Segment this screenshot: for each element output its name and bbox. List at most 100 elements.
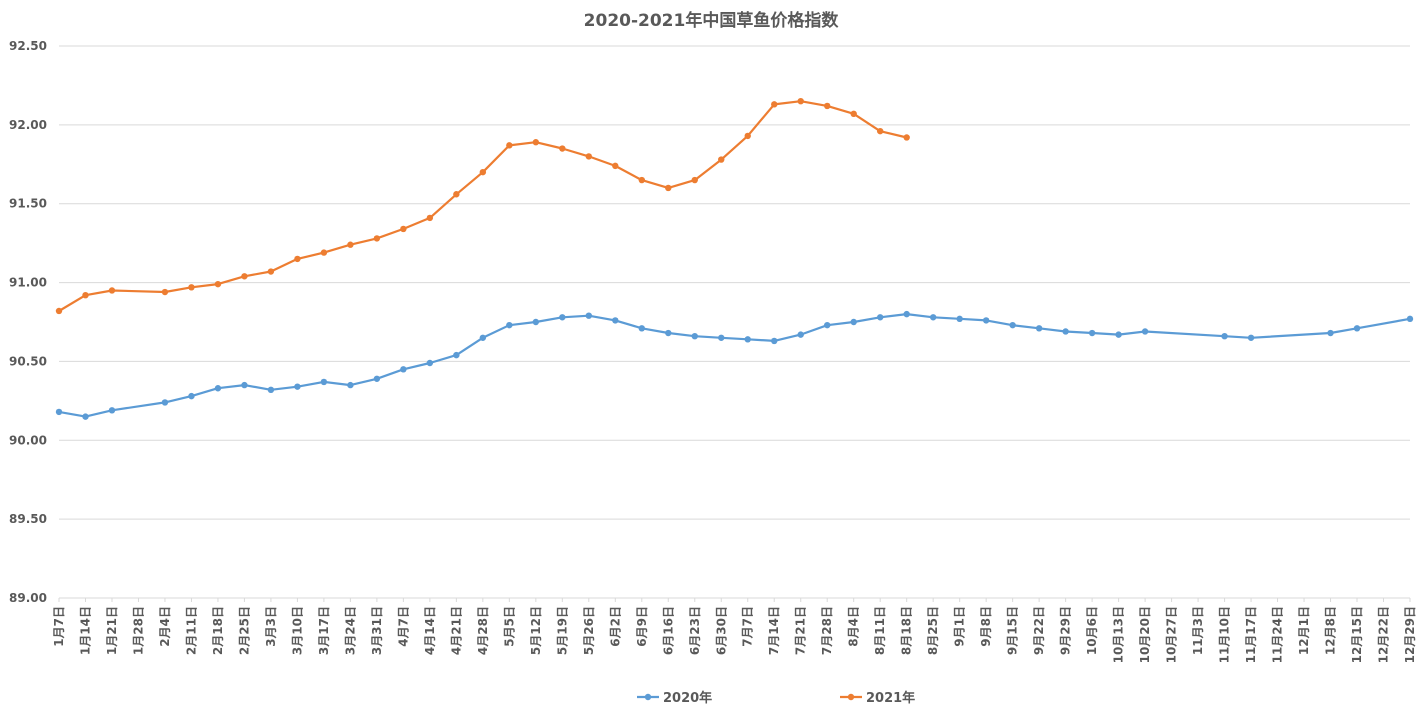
data-point[interactable] xyxy=(55,408,63,416)
data-point[interactable] xyxy=(320,378,328,386)
data-point[interactable] xyxy=(718,156,725,163)
legend-label: 2020年 xyxy=(663,690,712,706)
data-point[interactable] xyxy=(744,336,751,343)
x-tick-label: 10月13日 xyxy=(1112,606,1126,663)
data-point[interactable] xyxy=(691,176,698,184)
data-point[interactable] xyxy=(850,110,857,118)
data-point[interactable] xyxy=(612,162,619,170)
x-tick-label: 7月14日 xyxy=(767,606,781,655)
data-point[interactable] xyxy=(214,385,222,392)
legend[interactable]: 2020年 2021年 xyxy=(637,690,915,706)
legend-marker xyxy=(847,693,855,701)
data-point[interactable] xyxy=(532,139,540,146)
data-point[interactable] xyxy=(876,127,884,135)
legend-item[interactable]: 2021年 xyxy=(840,690,915,706)
data-point[interactable] xyxy=(426,359,434,367)
data-point[interactable] xyxy=(1406,315,1414,323)
data-point[interactable] xyxy=(241,381,248,389)
data-point[interactable] xyxy=(559,314,566,321)
data-point[interactable] xyxy=(771,101,778,108)
data-point[interactable] xyxy=(1327,329,1334,337)
data-point[interactable] xyxy=(373,235,381,242)
data-point[interactable] xyxy=(506,321,513,329)
data-point[interactable] xyxy=(1141,328,1149,335)
data-point[interactable] xyxy=(612,317,619,324)
data-point[interactable] xyxy=(1009,321,1016,329)
data-point[interactable] xyxy=(691,332,698,340)
data-point[interactable] xyxy=(294,383,301,390)
data-point[interactable] xyxy=(744,132,751,140)
x-tick-label: 5月26日 xyxy=(582,606,596,655)
chart-title: 2020-2021年中国草鱼价格指数 xyxy=(584,10,840,31)
data-point[interactable] xyxy=(585,312,593,319)
data-point[interactable] xyxy=(1062,328,1069,335)
data-point[interactable] xyxy=(479,168,487,176)
data-point[interactable] xyxy=(82,413,89,420)
data-point[interactable] xyxy=(665,184,672,192)
data-point[interactable] xyxy=(82,291,89,299)
data-point[interactable] xyxy=(1088,329,1096,337)
data-point[interactable] xyxy=(1035,325,1043,332)
y-axis-ticks: 92.50 92.00 91.50 91.00 90.50 90.00 89.50 89.00 xyxy=(9,39,47,605)
series-line xyxy=(58,313,1411,418)
data-point[interactable] xyxy=(188,284,195,291)
data-point[interactable] xyxy=(824,102,831,110)
data-point[interactable] xyxy=(982,317,990,324)
data-point[interactable] xyxy=(161,288,169,296)
data-point[interactable] xyxy=(400,366,407,373)
data-point[interactable] xyxy=(532,318,540,326)
data-point[interactable] xyxy=(797,98,804,105)
data-point[interactable] xyxy=(797,331,804,338)
data-point[interactable] xyxy=(267,386,275,394)
x-tick-label: 11月10日 xyxy=(1218,606,1232,663)
data-point[interactable] xyxy=(876,314,884,321)
data-point[interactable] xyxy=(294,255,301,263)
x-axis-ticks: 1月7日 1月14日 1月21日 1月28日 2月4日 2月11日 2月18日 2月25日 3月… xyxy=(52,598,1417,663)
data-point[interactable] xyxy=(241,273,248,280)
data-point[interactable] xyxy=(903,134,910,141)
data-point[interactable] xyxy=(373,375,381,382)
data-point[interactable] xyxy=(903,310,910,318)
data-point[interactable] xyxy=(559,145,566,152)
data-point[interactable] xyxy=(188,392,195,400)
data-point[interactable] xyxy=(585,153,593,160)
y-tick-label: 89.50 xyxy=(9,512,47,526)
data-point[interactable] xyxy=(665,329,672,337)
data-point[interactable] xyxy=(400,225,407,233)
x-tick-label: 7月21日 xyxy=(794,606,808,655)
data-point[interactable] xyxy=(718,334,725,341)
data-point[interactable] xyxy=(850,318,857,326)
data-point[interactable] xyxy=(506,142,513,149)
data-point[interactable] xyxy=(1221,332,1228,340)
data-point[interactable] xyxy=(347,241,354,248)
data-point[interactable] xyxy=(347,381,354,389)
data-point[interactable] xyxy=(956,315,963,323)
data-point[interactable] xyxy=(55,307,63,315)
data-point[interactable] xyxy=(1247,334,1255,341)
data-point[interactable] xyxy=(1353,325,1361,332)
data-point[interactable] xyxy=(214,280,222,288)
data-point[interactable] xyxy=(479,334,487,341)
x-tick-label: 8月11日 xyxy=(873,606,887,655)
x-tick-label: 6月23日 xyxy=(688,606,702,655)
data-point[interactable] xyxy=(108,287,116,294)
x-tick-label: 10月27日 xyxy=(1165,606,1179,663)
data-point[interactable] xyxy=(453,351,460,359)
data-point[interactable] xyxy=(929,314,937,321)
data-point[interactable] xyxy=(267,268,275,275)
data-point[interactable] xyxy=(161,399,169,406)
data-point[interactable] xyxy=(320,249,328,256)
legend-item[interactable]: 2020年 xyxy=(637,690,712,706)
data-point[interactable] xyxy=(108,407,116,414)
data-point[interactable] xyxy=(638,325,645,332)
grid-lines xyxy=(59,45,1410,599)
data-point[interactable] xyxy=(453,191,460,198)
data-point[interactable] xyxy=(1115,331,1122,338)
data-point[interactable] xyxy=(824,321,831,329)
x-tick-label: 9月22日 xyxy=(1032,606,1046,655)
data-point[interactable] xyxy=(771,337,778,345)
data-point[interactable] xyxy=(426,214,434,222)
data-point[interactable] xyxy=(638,176,645,184)
